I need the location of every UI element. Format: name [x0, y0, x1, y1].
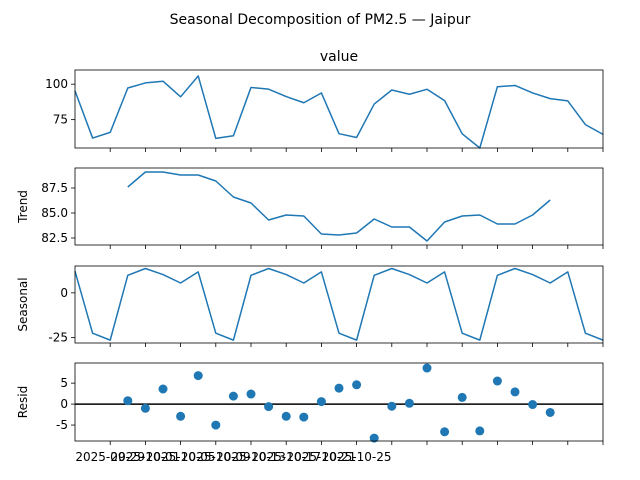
resid-point: [510, 387, 520, 397]
resid-point: [158, 384, 168, 394]
resid-point: [211, 420, 221, 430]
axes-frame-value: [74, 69, 604, 149]
x-tick-label: 2025-10-17: [251, 450, 321, 464]
y-axis-label-resid: Resid: [16, 386, 30, 418]
resid-point: [440, 427, 450, 437]
x-tick-label: 2025-10-05: [146, 450, 216, 464]
axes-frame-trend: [74, 167, 604, 246]
y-axis-label-trend: Trend: [16, 190, 30, 224]
series-line-trend: [127, 171, 551, 242]
panel-title-value: value: [320, 49, 358, 65]
y-tick-label-resid: 5: [60, 376, 68, 390]
y-tick-label-seasonal: -25: [48, 331, 68, 345]
resid-point: [457, 392, 467, 402]
figure-suptitle: Seasonal Decomposition of PM2.5 — Jaipur: [170, 12, 471, 28]
resid-point: [193, 371, 203, 381]
resid-point: [528, 400, 538, 410]
x-tick-label: 2025-10-25: [322, 450, 392, 464]
panel-value: value 75 100: [45, 49, 604, 152]
y-axis-label-seasonal: Seasonal: [16, 277, 30, 331]
y-tick-label-resid: -5: [56, 418, 68, 432]
resid-point: [316, 397, 326, 407]
resid-point: [176, 411, 186, 421]
y-tick-label-trend: 82.5: [41, 231, 68, 245]
axes-frame-resid: [74, 362, 604, 442]
resid-point: [475, 426, 485, 436]
panel-trend: Trend 82.5 85.0 87.5: [16, 167, 604, 249]
resid-point: [545, 407, 555, 417]
y-tick-label-value: 75: [53, 113, 68, 127]
x-tick-label: 2025-10-09: [181, 450, 251, 464]
y-tick-label-resid: 0: [60, 397, 68, 411]
resid-point: [281, 411, 291, 421]
series-line-value: [74, 75, 604, 149]
panels: value 75 100 Trend 82.5 85.0 87.5 Seasonal -25 0 R…: [16, 49, 604, 464]
resid-point: [369, 433, 379, 443]
resid-point: [404, 398, 414, 408]
resid-point: [246, 389, 256, 399]
resid-point: [123, 396, 133, 406]
y-tick-label-trend: 87.5: [41, 181, 68, 195]
resid-point: [264, 402, 274, 412]
resid-point: [334, 383, 344, 393]
x-tick-label: 2025-10-13: [216, 450, 286, 464]
x-tick-label: 2025-09-29: [75, 450, 145, 464]
resid-point: [492, 376, 502, 386]
y-tick-label-seasonal: 0: [60, 286, 68, 300]
axes-frame-seasonal: [74, 265, 604, 344]
panel-seasonal: Seasonal -25 0: [16, 265, 604, 347]
resid-point: [352, 380, 362, 390]
resid-point: [140, 403, 150, 413]
panel-resid: Resid-5052025-09-292025-10-012025-10-052…: [16, 362, 604, 464]
x-tick-label: 2025-10-21: [287, 450, 357, 464]
resid-point: [228, 391, 238, 401]
resid-point: [422, 363, 432, 373]
y-tick-label-value: 100: [45, 77, 68, 91]
series-line-seasonal: [74, 267, 604, 341]
y-tick-label-trend: 85.0: [41, 206, 68, 220]
resid-point: [299, 412, 309, 422]
x-tick-label: 2025-10-01: [111, 450, 181, 464]
resid-point: [387, 401, 397, 411]
